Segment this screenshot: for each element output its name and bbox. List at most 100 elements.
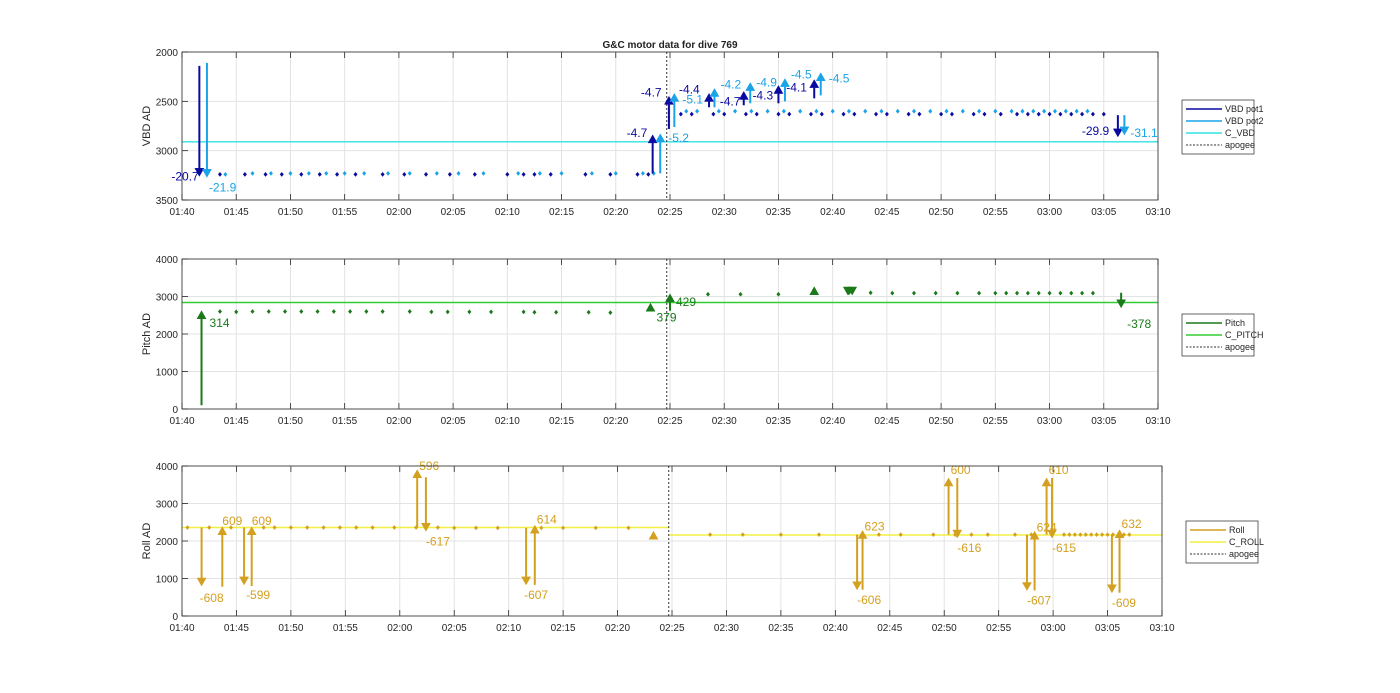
y-axis-label: Roll AD	[141, 523, 153, 560]
data-point	[364, 309, 369, 314]
data-point	[407, 309, 412, 314]
panel-pitch: 01:40 01:45 01:50 01:55 02:00 02:05 02:10 02:15…	[141, 255, 1264, 427]
data-label: -29.9	[1082, 124, 1110, 138]
data-point	[678, 111, 683, 117]
arrow-head	[943, 477, 954, 487]
data-point	[424, 171, 428, 177]
data-point	[722, 111, 727, 117]
data-point	[337, 525, 342, 530]
data-point	[1020, 108, 1025, 114]
x-tick-label: 01:55	[332, 416, 357, 427]
data-point	[933, 290, 938, 296]
x-tick-label: 03:00	[1041, 623, 1066, 634]
data-point	[1062, 532, 1066, 538]
panel-vbd: 01:40 01:45 01:50 01:55 02:00 02:05 02:10 02:15…	[141, 48, 1264, 218]
data-point	[250, 309, 255, 314]
legend-label: VBD pot1	[1225, 104, 1264, 114]
data-point	[879, 108, 884, 114]
data-point	[207, 525, 212, 530]
arrow-head	[669, 92, 680, 102]
data-point	[993, 290, 998, 296]
x-tick-label: 01:40	[169, 207, 194, 218]
y-tick-label: 2000	[156, 330, 179, 341]
data-point	[429, 309, 434, 315]
y-tick-label: 2500	[156, 97, 179, 108]
x-tick-label: 02:40	[820, 207, 845, 218]
arrow-head	[847, 286, 858, 296]
arrow-head	[952, 529, 963, 539]
arrow-head	[665, 293, 675, 303]
arrow-head	[246, 526, 257, 535]
data-label: 610	[1049, 463, 1069, 477]
y-tick-label: 3000	[156, 500, 179, 511]
data-point	[1089, 532, 1094, 538]
data-point	[1025, 111, 1030, 117]
arrow-head	[809, 79, 820, 88]
data-point	[386, 170, 391, 176]
x-tick-label: 01:45	[224, 623, 249, 634]
data-point	[288, 525, 293, 530]
data-point	[708, 532, 713, 538]
y-tick-label: 4000	[156, 462, 179, 473]
data-label: -4.1	[786, 81, 807, 95]
x-tick-label: 02:10	[495, 416, 520, 427]
data-point	[1090, 111, 1095, 117]
data-point	[781, 108, 786, 114]
data-point	[516, 170, 521, 176]
data-point	[452, 525, 457, 531]
data-point	[1074, 108, 1079, 114]
arrow-head	[809, 286, 820, 295]
x-tick-label: 02:05	[441, 416, 466, 427]
data-point	[1036, 111, 1041, 117]
data-point	[279, 171, 284, 177]
data-point	[640, 170, 645, 176]
data-label: -4.7	[627, 126, 648, 140]
x-tick-label: 02:20	[603, 207, 628, 218]
x-tick-label: 02:15	[549, 207, 574, 218]
x-tick-label: 02:05	[442, 623, 467, 634]
data-point	[949, 111, 954, 117]
data-point	[749, 108, 754, 114]
data-point	[370, 525, 375, 530]
x-tick-label: 02:50	[932, 623, 957, 634]
data-point	[317, 171, 322, 177]
x-tick-label: 03:10	[1145, 416, 1170, 427]
data-label: -608	[200, 591, 224, 605]
axes-frame	[181, 51, 1159, 201]
arrow-head	[202, 169, 212, 178]
data-point	[841, 111, 846, 117]
data-point	[306, 170, 311, 176]
arrow-head	[521, 576, 532, 586]
data-label: -5.1	[682, 92, 703, 106]
arrow-head	[420, 523, 431, 532]
data-point	[407, 170, 412, 176]
data-label: -4.7	[720, 94, 741, 108]
x-tick-label: 03:10	[1149, 623, 1174, 634]
x-tick-label: 02:40	[820, 416, 845, 427]
data-point	[1047, 290, 1052, 296]
data-point	[335, 171, 340, 177]
arrow-head	[1116, 299, 1127, 309]
data-point	[261, 525, 266, 530]
x-tick-label: 01:40	[169, 623, 194, 634]
data-point	[288, 170, 293, 176]
arrow-head	[217, 526, 228, 535]
data-point	[472, 171, 477, 177]
x-tick-label: 02:55	[986, 623, 1011, 634]
data-point	[776, 111, 781, 117]
data-point	[814, 108, 819, 114]
x-tick-label: 02:50	[929, 207, 954, 218]
data-point	[1127, 532, 1132, 538]
data-point	[229, 525, 233, 530]
data-point	[787, 111, 792, 117]
data-point	[1047, 111, 1052, 117]
y-axis-label: Pitch AD	[141, 313, 153, 355]
data-point	[754, 111, 759, 117]
legend-label: C_PITCH	[1225, 330, 1264, 340]
data-point	[589, 170, 594, 176]
arrow-head	[648, 530, 659, 540]
data-point	[532, 171, 537, 177]
data-point	[402, 171, 407, 177]
data-point	[884, 111, 889, 117]
